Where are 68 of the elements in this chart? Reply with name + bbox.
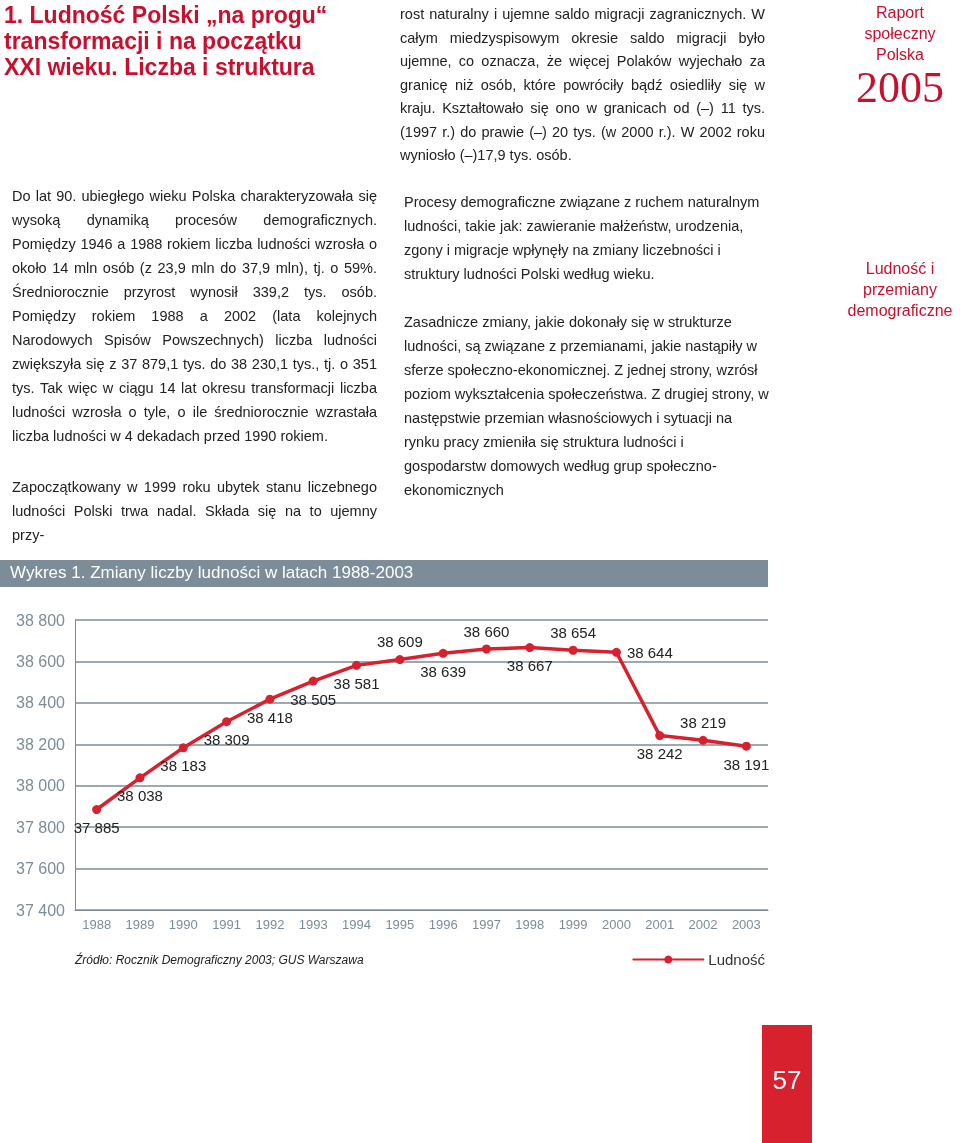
point (568, 645, 578, 655)
y-tick-label: 37 600 (16, 860, 66, 878)
point (611, 647, 621, 657)
point (222, 717, 232, 727)
x-tick-label: 1996 (428, 917, 458, 932)
data-label: 38 609 (376, 633, 423, 651)
text: Ludność i przemiany demograficzne (846, 259, 954, 321)
y-tick-label: 38 200 (16, 735, 66, 753)
x-tick-label: 2000 (601, 917, 631, 932)
text: 1. Ludność Polski „na progu“ transformacji i na początku XXI wieku. Liczba i struktura (4, 2, 329, 80)
y-tick-label: 38 600 (16, 652, 66, 670)
y-tick-label: 38 400 (16, 694, 66, 712)
data-label: 38 309 (203, 731, 250, 749)
data-label: 38 581 (333, 674, 380, 692)
data-label: 38 644 (626, 643, 673, 661)
text: Procesy demograficzne związane z ruchem naturalnym ludności, takie jak: zawieranie małżeństw, urodzenia, zgony i migracje wpłynęły na zmiany liczebności i struktury ludności Polski według wieku. (404, 193, 761, 284)
data-label: 38 242 (636, 745, 683, 763)
data-label: 38 660 (463, 622, 510, 640)
x-tick-label: 1992 (255, 917, 285, 932)
point (265, 694, 275, 704)
data-label: 38 667 (506, 657, 553, 675)
x-tick-label: 1994 (342, 917, 371, 932)
data-label: 38 418 (246, 708, 293, 726)
point (308, 676, 318, 686)
data-label: 38 191 (723, 755, 770, 773)
text: Zasadnicze zmiany, jakie dokonały się w strukturze ludności, są związane z przemianami, jakie nastąpiły w sferze społeczno-ekonomicznej. Z jednej strony, wzrósł poziom wykształcenia społeczeństwa. Z drugiej strony, w następstwie przemian własnościowych i sytuacji na rynku pracy zmieniła się struktura ludności i gospodarstw domowych według grup społeczno-ekonomicznych (404, 313, 769, 500)
data-label: 38 654 (550, 623, 597, 641)
text: Do lat 90. ubiegłego wieku Polska charakteryzowała się wysoką dynamiką procesów demograficznych. Pomiędzy 1946 a 1988 rokiem liczba ludności wzrosła o około 14 mln osób (z 23,9 mln do 37,9 mln), tj. o 59%. Średniorocznie przyrost wynosił 339,2 tys. osób. Pomiędzy rokiem 1988 a 2002 (lata kolejnych Narodowych Spisów Powszechnych) liczba ludności zwiększyła się z 37 879,1 tys. do 38 230,1 tys., tj. o 351 tys. Tak więc w ciągu 14 lat okresu transformacji liczba ludności wzrosła o tyle, o ile średniorocznie wzrastała liczba ludności w 4 dekadach przed 1990 rokiem. (12, 188, 377, 444)
point (525, 643, 535, 653)
point (92, 805, 102, 815)
x-tick-label: 1990 (168, 917, 198, 932)
text: rost naturalny i ujemne saldo migracji zagranicznych. W całym miedzyspisowym okresie saldo migracji było ujemne, co oznacza, że więcej Polaków wyjechało za granicę niż osób, które powróciły bądź osiedliły się w kraju. Kształtowało się ono w granicach od (–) 11 tys. (1997 r.) do prawie (–) 20 tys. (w 2000 r.). W 2002 roku wyniosło (–)17,9 tys. osób. (400, 5, 765, 165)
x-tick-label: 1993 (298, 917, 328, 932)
text: Zapoczątkowany w 1999 roku ubytek stanu liczebnego ludności Polski trwa nadal. Składa się na to ujemny przy- (12, 478, 377, 545)
point (178, 743, 188, 753)
chart-title: Wykres 1. Zmiany liczby ludności w latach 1988-2003 (0, 560, 768, 587)
x-tick-label: 1989 (125, 917, 155, 932)
x-tick-label: 2001 (645, 917, 675, 932)
data-label: 38 219 (680, 713, 726, 731)
x-tick-label: 1998 (515, 917, 545, 932)
y-tick-label: 38 800 (16, 611, 66, 629)
data-label: 38 505 (290, 690, 337, 708)
point (352, 660, 362, 670)
point (481, 644, 491, 654)
text: 2005 (855, 62, 945, 113)
text: 57 (762, 1025, 812, 1143)
point (741, 741, 751, 751)
x-tick-label: 1999 (558, 917, 588, 932)
legend-label: Ludność (708, 951, 766, 968)
y-tick-label: 38 000 (16, 777, 66, 795)
data-label: 38 639 (420, 662, 467, 680)
x-tick-label: 1997 (472, 917, 501, 932)
data-label: 38 183 (160, 757, 207, 775)
x-tick-label: 1991 (212, 917, 242, 932)
text: Raport społeczny Polska (863, 3, 937, 65)
x-tick-label: 2002 (688, 917, 718, 932)
point (655, 731, 665, 741)
point (395, 655, 405, 665)
data-label: 38 038 (117, 787, 163, 805)
point (698, 735, 708, 745)
y-tick-label: 37 800 (16, 818, 66, 836)
y-tick-label: 37 400 (16, 901, 66, 919)
point (135, 773, 145, 783)
x-tick-label: 2003 (731, 917, 761, 932)
x-tick-label: 1995 (385, 917, 415, 932)
point (438, 648, 448, 658)
x-tick-label: 1988 (82, 917, 112, 932)
text: Źródło: Rocznik Demograficzny 2003; GUS Warszawa (75, 953, 365, 967)
